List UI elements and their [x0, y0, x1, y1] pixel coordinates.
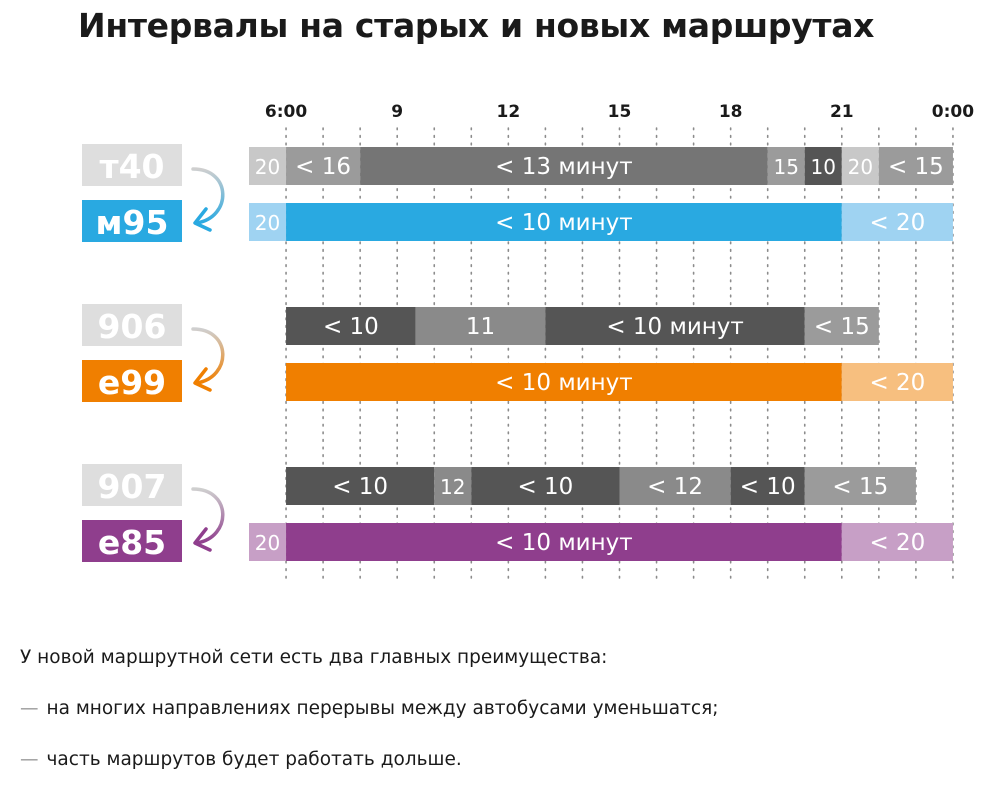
- notes-item-text: часть маршрутов будет работать дольше.: [46, 749, 462, 770]
- notes-item: — на многих направлениях перерывы между а…: [20, 697, 718, 721]
- bar-segment-label: < 20: [869, 370, 925, 396]
- bar-segment: [841, 203, 953, 241]
- dash-marker: —: [20, 749, 39, 770]
- bar-segment: [619, 467, 731, 505]
- old-route-badge-label: 906: [98, 307, 167, 346]
- bar-segment: [360, 147, 768, 185]
- bar-segment: [434, 467, 472, 505]
- chart-title: Интервалы на старых и новых маршрутах: [78, 6, 875, 45]
- bar-segment-label: < 10: [323, 314, 379, 340]
- bar-segment: [878, 147, 953, 185]
- new-route-badge: [82, 520, 182, 562]
- bar-segment: [804, 147, 842, 185]
- tick-label: 15: [608, 102, 632, 122]
- bar-segment-label: 20: [255, 155, 280, 179]
- tick-label: 21: [830, 102, 854, 122]
- bar-segment: [286, 203, 842, 241]
- hour-grid: [285, 127, 954, 579]
- arrowhead-icon: [193, 367, 212, 392]
- bar-segment: [841, 363, 953, 401]
- bar-segment-label: < 10 минут: [495, 370, 633, 396]
- bar-segment-label: < 15: [832, 474, 888, 500]
- tick-label: 9: [391, 102, 403, 122]
- curved-arrow-icon: [191, 167, 225, 225]
- bar-segment: [841, 523, 953, 561]
- bar-segment: [841, 147, 879, 185]
- bar-segment-label: < 10: [740, 474, 796, 500]
- notes: У новой маршрутной сети есть два главных…: [20, 646, 718, 799]
- new-route-badge-label: е85: [98, 523, 166, 562]
- bar-segment-label: < 15: [888, 154, 944, 180]
- bar-segment-label: < 15: [814, 314, 870, 340]
- bar-segment-label: 15: [773, 155, 798, 179]
- route-group: < 10 11 < 10 минут < 15 < 10 минут < 20 906 е99: [82, 304, 953, 402]
- new-route-badge: [82, 200, 182, 242]
- bar-segment-label: < 16: [295, 154, 351, 180]
- bar-segment-label: 11: [466, 314, 495, 340]
- bar-segment-label: < 20: [869, 210, 925, 236]
- bar-segment: [286, 307, 416, 345]
- bar-segment: [286, 467, 435, 505]
- old-route-badge-label: т40: [99, 147, 164, 186]
- bar-segment: [286, 363, 842, 401]
- bar-segment: [415, 307, 546, 345]
- tick-label: 12: [497, 102, 521, 122]
- bar-segment-label: < 10 минут: [606, 314, 744, 340]
- old-route-badge: [82, 144, 182, 186]
- notes-intro: У новой маршрутной сети есть два главных…: [20, 647, 608, 668]
- bar-segment: [730, 467, 805, 505]
- bar-segment-label: 20: [255, 531, 280, 555]
- old-route-badge: [82, 464, 182, 506]
- time-axis: 6:00 9 12 15 18 21 0:00: [265, 102, 974, 122]
- bar-segment-label: 10: [811, 155, 836, 179]
- route-group: 20 < 16 < 13 минут 15 10 20 < 15 20 < 10 минут < …: [82, 144, 953, 242]
- bar-segment-label: < 13 минут: [495, 154, 633, 180]
- new-route-badge-label: е99: [98, 363, 166, 402]
- bar-segment: [286, 147, 361, 185]
- bar-segment-label: 20: [255, 211, 280, 235]
- bar-segment-label: < 10: [332, 474, 388, 500]
- arrowhead-icon: [193, 207, 212, 232]
- curved-arrow-icon: [191, 487, 225, 545]
- tick-label: 0:00: [932, 102, 974, 122]
- curved-arrow-icon: [191, 327, 225, 385]
- tick-label: 6:00: [265, 102, 307, 122]
- arrowhead-icon: [193, 527, 212, 552]
- bar-segment: [286, 523, 842, 561]
- bar-segment: [545, 307, 805, 345]
- bar-segment-label: < 10 минут: [495, 210, 633, 236]
- bar-segment: [249, 523, 287, 561]
- dash-marker: —: [20, 698, 39, 719]
- route-group: < 10 12 < 10 < 12 < 10 < 15 20 < 10 минут < 20 90…: [82, 464, 953, 562]
- bar-segment: [804, 307, 879, 345]
- notes-item-text: на многих направлениях перерывы между ав…: [46, 698, 719, 719]
- bar-segment: [249, 203, 287, 241]
- bar-segment-label: < 20: [869, 530, 925, 556]
- bar-segment-label: 20: [848, 155, 873, 179]
- old-route-badge-label: 907: [98, 467, 167, 506]
- bar-segment: [804, 467, 916, 505]
- bar-segment-label: < 12: [647, 474, 703, 500]
- bar-segment: [471, 467, 620, 505]
- route-interval-chart: 6:00 9 12 15 18 21 0:00 20 < 16 < 13 минут 15 10 20…: [82, 102, 974, 579]
- old-route-badge: [82, 304, 182, 346]
- bar-segment: [767, 147, 805, 185]
- new-route-badge-label: м95: [96, 203, 169, 242]
- new-route-badge: [82, 360, 182, 402]
- bar-segment-label: < 10: [517, 474, 573, 500]
- bar-segment-label: < 10 минут: [495, 530, 633, 556]
- tick-label: 18: [719, 102, 743, 122]
- bar-segment: [249, 147, 287, 185]
- bar-segment-label: 12: [440, 475, 465, 499]
- notes-item: — часть маршрутов будет работать дольше.: [20, 748, 718, 772]
